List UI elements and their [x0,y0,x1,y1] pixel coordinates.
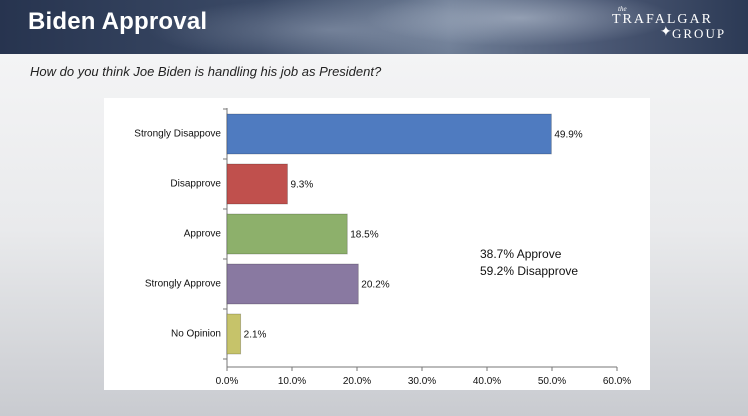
x-tick-label: 10.0% [278,376,306,387]
logo-line1: TRAFALGAR [612,12,713,27]
bar [226,213,348,255]
bar [226,263,359,305]
summary-approve: 38.7% Approve [480,247,562,261]
trafalgar-logo: the TRAFALGAR ✦ GROUP [612,5,732,47]
bar [226,113,552,155]
value-label: 49.9% [554,130,582,141]
x-tick-label: 60.0% [603,376,631,387]
category-label: Disapprove [170,179,221,190]
value-label: 9.3% [290,180,313,191]
summary-disapprove: 59.2% Disapprove [480,264,579,278]
bar [226,313,242,355]
x-tick-label: 0.0% [216,376,239,387]
header-banner: Biden Approval the TRAFALGAR ✦ GROUP [0,0,748,54]
value-label: 2.1% [244,330,267,341]
x-tick-label: 30.0% [408,376,436,387]
x-tick-label: 50.0% [538,376,566,387]
chart-panel: 0.0% 10.0% 20.0% 30.0% 40.0% 50.0% 60.0% Strong… [104,98,650,390]
category-label: Strongly Disappove [134,129,221,140]
value-label: 20.2% [361,280,389,291]
approval-summary: 38.7% Approve 59.2% Disapprove [480,246,578,280]
logo-line2: GROUP [672,26,727,41]
category-label: Approve [184,229,222,240]
x-tick-label: 40.0% [473,376,501,387]
survey-question: How do you think Joe Biden is handling h… [30,64,382,79]
value-label: 18.5% [350,230,378,241]
x-tick-label: 20.0% [343,376,371,387]
page-title: Biden Approval [28,8,208,35]
compass-icon: ✦ [660,25,672,40]
bar-chart: 0.0% 10.0% 20.0% 30.0% 40.0% 50.0% 60.0% Strong… [134,108,631,387]
category-label: No Opinion [171,329,221,340]
bar [226,163,288,205]
logo-the: the [618,5,627,13]
category-label: Strongly Approve [145,279,222,290]
